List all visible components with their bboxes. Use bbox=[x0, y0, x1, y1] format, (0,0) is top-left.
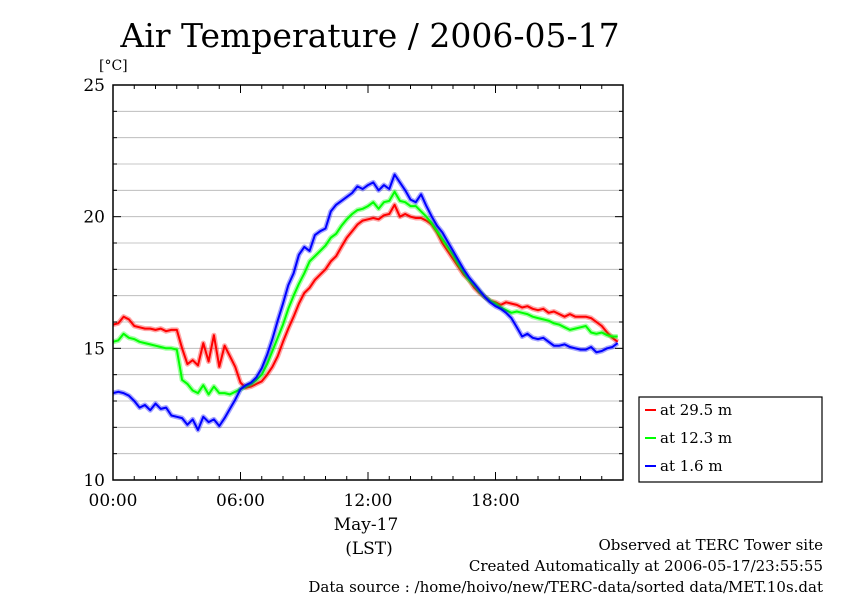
legend-box bbox=[638, 396, 823, 483]
legend: at 29.5 m at 12.3 m at 1.6 m bbox=[638, 396, 823, 483]
y-tick-label: 20 bbox=[83, 208, 105, 228]
footer-source: Data source : /home/hoivo/new/TERC-data/… bbox=[308, 578, 823, 595]
x-axis-date-label: May-17 bbox=[334, 515, 399, 535]
y-tick-label: 25 bbox=[83, 76, 105, 96]
axis-ticks: 10 15 20 25 00:00 06:00 12:00 18:00 bbox=[83, 76, 624, 511]
legend-label-2: at 12.3 m bbox=[660, 429, 732, 447]
x-tick-label: 18:00 bbox=[471, 491, 520, 511]
footer-created: Created Automatically at 2006-05-17/23:5… bbox=[469, 557, 823, 575]
plot-area bbox=[113, 85, 623, 480]
y-axis-label: [°C] bbox=[99, 58, 128, 74]
x-tick-label: 06:00 bbox=[216, 491, 265, 511]
x-tick-label: 00:00 bbox=[89, 491, 138, 511]
legend-label-1: at 29.5 m bbox=[660, 401, 732, 419]
series-lines bbox=[112, 172, 620, 433]
series-line-2 bbox=[112, 190, 618, 396]
x-tick-label: 12:00 bbox=[344, 491, 393, 511]
footer-site: Observed at TERC Tower site bbox=[598, 536, 823, 554]
y-tick-label: 15 bbox=[83, 339, 105, 359]
series-line-1 bbox=[112, 203, 619, 389]
series-line-3 bbox=[112, 173, 619, 431]
chart-title: Air Temperature / 2006-05-17 bbox=[119, 16, 619, 55]
legend-label-3: at 1.6 m bbox=[660, 457, 723, 475]
x-axis-label: (LST) bbox=[345, 539, 393, 559]
grid-lines bbox=[113, 110, 623, 455]
y-tick-label: 10 bbox=[83, 471, 105, 491]
